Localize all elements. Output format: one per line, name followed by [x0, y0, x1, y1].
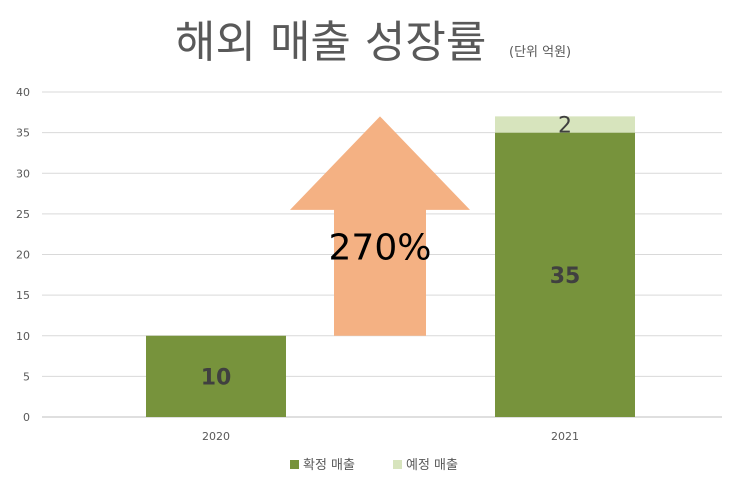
y-tick-label: 30: [16, 167, 30, 180]
x-tick-label: 2021: [551, 430, 579, 443]
y-axis-ticks: 0 5 10 15 20 25 30 35 40: [16, 86, 30, 424]
x-axis-categories: 2020 2021: [202, 430, 579, 443]
data-label: 10: [201, 365, 232, 390]
y-tick-label: 10: [16, 330, 30, 343]
chart-title-main: 해외 매출 성장률: [175, 17, 486, 68]
bar-labels: 10 35 2: [201, 114, 581, 391]
y-tick-label: 5: [23, 370, 30, 383]
bars: [146, 116, 635, 417]
bar-confirmed-2020: [146, 335, 286, 417]
bar-planned-2021: [495, 116, 635, 133]
legend-label: 확정 매출: [303, 458, 355, 473]
growth-arrow-layer: 270%: [290, 116, 470, 336]
y-tick-label: 25: [16, 208, 30, 221]
legend: 확정 매출 예정 매출: [290, 458, 458, 473]
y-tick-label: 15: [16, 289, 30, 302]
growth-arrow: [290, 116, 470, 336]
data-label: 2: [558, 114, 572, 139]
y-tick-label: 35: [16, 127, 30, 140]
legend-swatch: [393, 460, 402, 469]
chart-title: 해외 매출 성장률 (단위 억원): [175, 17, 571, 68]
legend-label: 예정 매출: [406, 458, 458, 473]
growth-label: 270%: [329, 227, 432, 268]
bar-confirmed-2021: [495, 132, 635, 417]
y-tick-label: 0: [23, 411, 30, 424]
y-tick-label: 40: [16, 86, 30, 99]
data-label: 35: [550, 264, 581, 289]
chart-title-unit: (단위 억원): [509, 45, 571, 60]
legend-swatch: [290, 460, 299, 469]
x-tick-label: 2020: [202, 430, 230, 443]
y-tick-label: 20: [16, 249, 30, 262]
